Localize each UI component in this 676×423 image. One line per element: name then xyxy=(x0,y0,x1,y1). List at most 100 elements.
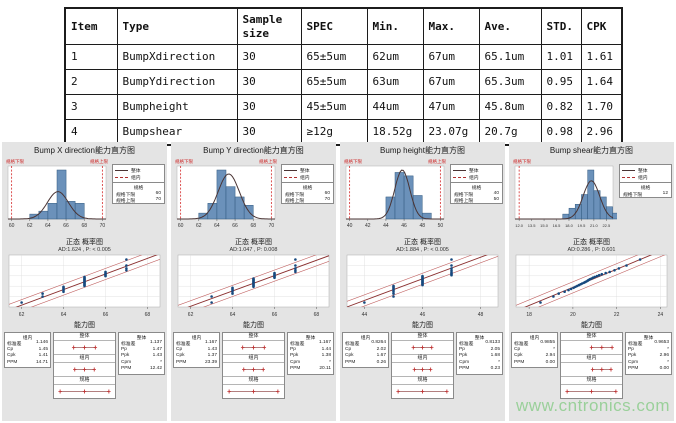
stat-row: PPM 0.00 xyxy=(628,366,669,371)
table-cell: 63um xyxy=(366,69,424,95)
legend-within: 组内 xyxy=(622,174,669,181)
stat-row: PPM 0.26 xyxy=(345,359,386,365)
legend-within: 组内 xyxy=(284,174,331,181)
capability-panel: Bump height能力直方图 规格下限 规格上限 40 42 44 46 48 50 整体… xyxy=(340,142,505,421)
stat-row: Cpk 1.41 xyxy=(7,353,48,358)
table-cell: 1.70 xyxy=(580,94,623,120)
within-stats-rows: 标准差 1.146 Cp 1.45 Cpk 1.41 PPM 14.71 xyxy=(7,340,48,366)
x-tick-label: 48 xyxy=(419,223,425,229)
probability-plot: 44 46 48 xyxy=(346,254,499,318)
dashed-line-icon xyxy=(622,177,635,178)
capability-section: 组内 标准差 0.8264 Cp 2.02 Cpk 1.67 PPM 0.26 整体 组内 规格 … xyxy=(342,332,503,399)
stat-row: Ppk 2.96 xyxy=(628,353,669,358)
interval-label: 规格 xyxy=(223,376,284,385)
table-cell: 44um xyxy=(366,94,424,120)
table-cell: 47um xyxy=(422,94,480,120)
table-cell: 30 xyxy=(236,94,302,120)
x-tick-label: 62 xyxy=(19,312,25,318)
stat-row: Pp 1.44 xyxy=(290,346,331,352)
stat-row: Ppk 1.68 xyxy=(459,353,500,358)
x-tick-label: 62 xyxy=(188,312,194,318)
table-header-cell: SPEC xyxy=(300,7,368,45)
x-tick-label: 64 xyxy=(230,312,236,318)
within-stats-rows: 标准差 1.167 Cp 1.43 Cpk 1.37 PPM 23.39 xyxy=(176,340,217,366)
interval-line xyxy=(71,345,98,350)
normal-curve xyxy=(346,169,444,220)
stat-row: Pp * xyxy=(628,346,669,352)
x-tick-label: 13.5 xyxy=(528,223,537,228)
x-tick-label: 66 xyxy=(63,223,69,229)
dashed-line-icon xyxy=(453,177,466,178)
x-tick-label: 62 xyxy=(27,223,33,229)
table-cell: BumpYdirection xyxy=(116,69,238,95)
normal-curve xyxy=(177,173,275,220)
interval-label: 规格 xyxy=(561,376,622,385)
x-tick-label: 70 xyxy=(269,223,275,229)
stat-row: PPM 0.23 xyxy=(459,366,500,371)
x-tick-label: 46 xyxy=(401,223,407,229)
overall-stats-header: 整体 xyxy=(643,336,654,341)
capability-plot-title: 能力图 xyxy=(243,322,264,329)
interval-plot: 整体 组内 规格 xyxy=(391,332,454,399)
legend-spec-header: 规格 xyxy=(302,186,313,191)
x-tick-label: 15.0 xyxy=(540,223,549,228)
panel-title: Bump shear能力直方图 xyxy=(549,146,634,155)
stat-row: Pp 1.47 xyxy=(121,346,162,352)
stat-row: Cpk 1.67 xyxy=(345,353,386,358)
probability-plot-title: 正态 概率图 xyxy=(404,239,441,246)
capability-plot-title: 能力图 xyxy=(581,322,602,329)
x-tick-label: 64 xyxy=(45,223,51,229)
histogram-legend: 整体 组内 规格 规格下限 60 规格上限 70 xyxy=(112,164,165,204)
histogram-legend: 整体 组内 规格 规格下限 40 规格上限 50 xyxy=(450,164,503,204)
data-points xyxy=(539,258,642,304)
x-tick-label: 22.5 xyxy=(602,223,611,228)
stat-row: Ppk 1.38 xyxy=(290,353,331,358)
stat-row: 标准差 0.8133 xyxy=(459,340,500,347)
legend-spec-header: 规格 xyxy=(471,186,482,191)
table-row: 3 Bumpheight 30 45±5um 44um 47um 45.8um 0.82 1.7… xyxy=(64,94,623,120)
within-stats-box: 组内 标准差 0.8264 Cp 2.02 Cpk 1.67 PPM 0.26 xyxy=(342,332,389,368)
stat-row: 标准差 0.9855 xyxy=(514,340,555,347)
overall-stats-header: 整体 xyxy=(474,336,485,341)
histogram-section: 规格下限 规格上限 40 42 44 46 48 50 整体 组内 规格 规格下限 40 规格上限… xyxy=(342,157,503,235)
legend-spec-header: 规格 xyxy=(133,186,144,191)
interval-section: 规格 xyxy=(54,376,115,398)
stat-row: Cpm * xyxy=(628,359,669,365)
overall-stats-header: 整体 xyxy=(136,336,147,341)
histogram-legend: 整体 组内 规格 规格下限 12 xyxy=(619,164,672,198)
interval-line xyxy=(590,367,613,372)
interval-line xyxy=(58,389,111,394)
interval-line xyxy=(412,367,433,372)
normal-curve xyxy=(8,191,106,220)
table-cell: 30 xyxy=(236,44,302,70)
within-stats-header: 组内 xyxy=(360,336,371,341)
histogram-bars xyxy=(562,169,617,220)
table-row: 2 BumpYdirection 30 65±5um 63um 67um 65.3um 0.9… xyxy=(64,69,623,95)
legend-series: 整体 组内 xyxy=(451,165,502,183)
x-tick-label: 62 xyxy=(196,223,202,229)
table-cell: 0.98 xyxy=(540,119,582,146)
legend-within-label: 组内 xyxy=(131,176,141,181)
anderson-darling-stat: AD:1.047 , P: 0.008 xyxy=(229,247,278,253)
x-tick-label: 66 xyxy=(232,223,238,229)
x-tick-label: 40 xyxy=(347,223,353,229)
histogram-section: 规格下限 规格上限 60 62 64 66 68 70 整体 组内 规格 规格下限 60 规格上限… xyxy=(173,157,334,235)
solid-line-icon xyxy=(115,170,128,171)
table-cell: 1.61 xyxy=(580,44,623,70)
legend-overall: 整体 xyxy=(453,167,500,174)
table-header-cell: Item xyxy=(64,7,118,45)
interval-line xyxy=(227,389,280,394)
capability-plot-title: 能力图 xyxy=(74,322,95,329)
overall-stats-rows: 标准差 0.9653 Pp * Ppk 2.96 Cpm * PPM 0.00 xyxy=(628,340,669,373)
stat-row: PPM 20.11 xyxy=(290,366,331,371)
legend-spec-item: 规格下限 60 xyxy=(285,191,330,198)
legend-spec-items: 规格下限 60 规格上限 70 xyxy=(282,191,333,204)
table-cell: Bumpheight xyxy=(116,94,238,120)
grid xyxy=(516,255,667,307)
dashed-line-icon xyxy=(115,177,128,178)
legend-spec-item: 规格上限 70 xyxy=(116,197,161,204)
data-points xyxy=(20,258,128,304)
capability-panel: Bump shear能力直方图 规格下限 12.0 13.5 15.0 16.5 18.0… xyxy=(509,142,674,421)
x-tick-label: 68 xyxy=(145,312,151,318)
stat-row: Cpk 2.94 xyxy=(514,353,555,358)
